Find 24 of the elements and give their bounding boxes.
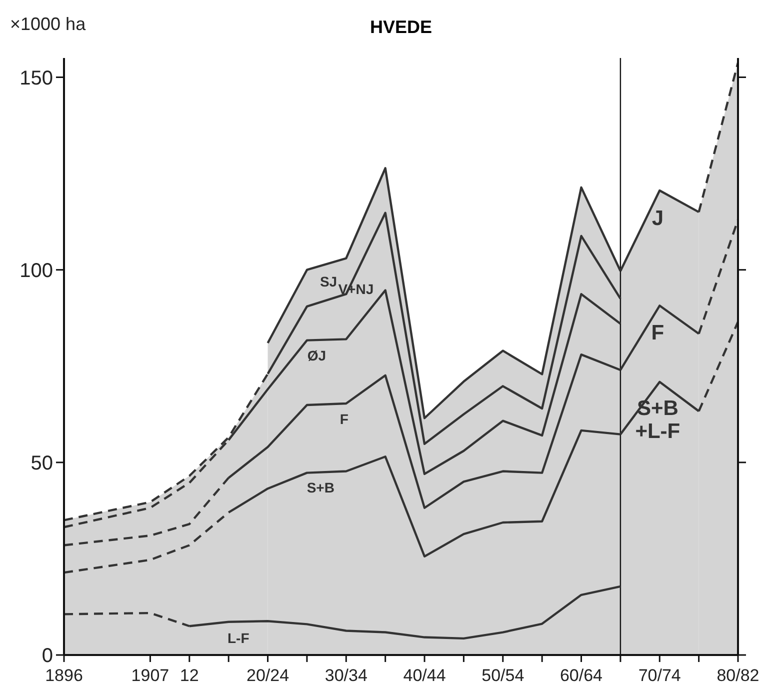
y-tick-label: 0 — [42, 645, 53, 667]
x-tick-label: 1907 — [131, 666, 170, 685]
x-tick-label: 12 — [180, 666, 199, 685]
x-tick-label: 40/44 — [403, 666, 446, 685]
x-tick-label: 70/74 — [638, 666, 681, 685]
x-tick-label: 60/64 — [560, 666, 603, 685]
chart-title: HVEDE — [370, 17, 432, 37]
x-tick-label: 80/82 — [716, 666, 760, 685]
series-label: L-F — [227, 630, 250, 646]
x-tick-label: 20/24 — [246, 666, 290, 685]
series-label: F — [651, 321, 664, 344]
y-tick-label: 50 — [30, 452, 53, 474]
series-label: J — [652, 206, 664, 230]
x-tick-label: 1896 — [45, 666, 83, 685]
y-tick-label: 100 — [20, 260, 53, 282]
x-tick-label: 50/54 — [482, 666, 524, 685]
y-axis-title: ×1000 ha — [10, 14, 87, 34]
series-label: ØJ — [307, 347, 326, 364]
series-label: SJ — [320, 273, 338, 290]
y-tick-label: 150 — [20, 67, 53, 90]
series-label: F — [340, 410, 349, 427]
x-tick-label: 30/34 — [324, 666, 368, 685]
series-label: S+B +L-F — [635, 396, 680, 444]
series-label: S+B — [306, 480, 334, 496]
